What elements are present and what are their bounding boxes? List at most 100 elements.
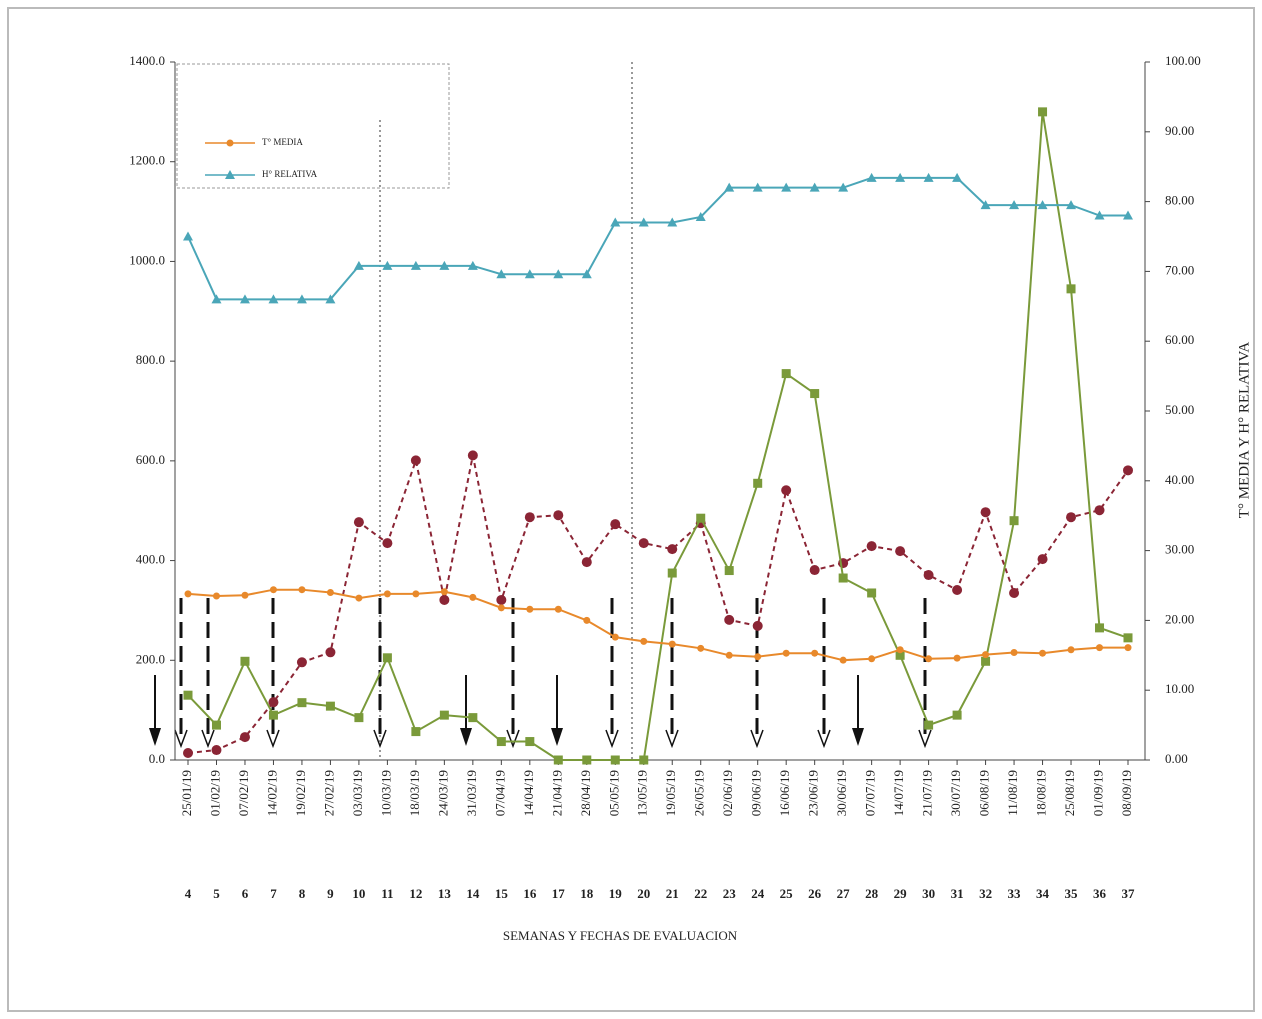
point xyxy=(781,369,791,379)
week-label: 37 xyxy=(1122,886,1136,901)
point xyxy=(782,649,790,657)
week-label: 7 xyxy=(270,886,277,901)
week-label: 22 xyxy=(694,886,707,901)
week-label: 16 xyxy=(523,886,537,901)
x-tick-label: 07/04/19 xyxy=(492,770,507,816)
point xyxy=(1009,587,1020,598)
week-label: 29 xyxy=(894,886,908,901)
point xyxy=(952,584,963,595)
x-tick-label: 28/04/19 xyxy=(578,770,593,816)
week-label: 10 xyxy=(352,886,365,901)
point xyxy=(1037,200,1048,210)
point xyxy=(1123,465,1133,476)
y2-tick-label: 60.00 xyxy=(1165,332,1194,347)
point xyxy=(1123,633,1133,643)
x-tick-label: 30/07/19 xyxy=(948,770,963,816)
arrows xyxy=(149,598,932,749)
point xyxy=(410,455,421,466)
point xyxy=(1038,107,1048,117)
point xyxy=(866,541,877,552)
point xyxy=(183,690,193,700)
point xyxy=(411,727,421,737)
point xyxy=(866,172,877,182)
x-tick-label: 07/02/19 xyxy=(236,770,251,816)
y2-tick-label: 90.00 xyxy=(1165,123,1194,138)
y2-tick-label: 0.00 xyxy=(1165,751,1188,766)
point xyxy=(867,588,877,598)
week-label: 28 xyxy=(865,886,879,901)
arrow-head xyxy=(817,729,831,749)
point xyxy=(212,592,220,600)
point xyxy=(582,755,592,765)
point xyxy=(1009,200,1020,210)
point xyxy=(610,755,620,765)
point xyxy=(724,614,735,625)
x-tick-label: 02/06/19 xyxy=(720,770,735,816)
point xyxy=(240,656,250,666)
point xyxy=(753,478,763,488)
point xyxy=(298,586,306,594)
x-tick-label: 13/05/19 xyxy=(635,770,650,816)
week-label: 8 xyxy=(299,886,306,901)
x-axis-label: SEMANAS Y FECHAS DE EVALUACION xyxy=(503,928,738,943)
point xyxy=(467,450,478,461)
point xyxy=(581,269,592,279)
x-tick-label: 26/05/19 xyxy=(692,770,707,816)
point xyxy=(638,217,649,227)
x-tick-label: 25/01/19 xyxy=(179,770,194,816)
point xyxy=(953,654,961,662)
week-label: 30 xyxy=(922,886,935,901)
point xyxy=(868,655,876,663)
point xyxy=(468,713,478,723)
point xyxy=(412,590,420,598)
week-label: 5 xyxy=(213,886,220,901)
x-tick-label: 06/08/19 xyxy=(977,770,992,816)
arrow-head xyxy=(506,729,520,749)
series-line xyxy=(187,455,1129,755)
week-label: 21 xyxy=(666,886,679,901)
point xyxy=(239,732,250,743)
x-tick-label: 24/03/19 xyxy=(435,770,450,816)
point xyxy=(809,565,820,576)
arrow-head xyxy=(551,728,563,746)
point xyxy=(725,651,733,659)
point xyxy=(1124,644,1132,652)
arrow-head xyxy=(201,729,215,749)
week-label: 36 xyxy=(1093,886,1107,901)
point xyxy=(610,519,621,530)
point xyxy=(268,697,279,708)
y2-tick-label: 40.00 xyxy=(1165,472,1194,487)
x-tick-label: 05/05/19 xyxy=(606,770,621,816)
point xyxy=(809,182,820,192)
point xyxy=(439,710,449,720)
point xyxy=(923,570,934,581)
point xyxy=(184,590,192,598)
week-label: 12 xyxy=(409,886,422,901)
point xyxy=(810,389,820,399)
point xyxy=(724,566,734,576)
y-tick-label: 1400.0 xyxy=(129,53,165,68)
week-label: 33 xyxy=(1008,886,1022,901)
point xyxy=(640,637,648,645)
week-label: 35 xyxy=(1065,886,1079,901)
week-label: 32 xyxy=(979,886,992,901)
week-label: 34 xyxy=(1036,886,1050,901)
point xyxy=(639,755,649,765)
point xyxy=(325,647,336,658)
point xyxy=(440,588,448,596)
arrow-head xyxy=(373,729,387,749)
legend-label: T° MEDIA xyxy=(262,137,303,147)
point xyxy=(524,512,535,523)
arrow-head xyxy=(266,729,280,749)
y-tick-label: 400.0 xyxy=(136,552,165,567)
arrow-head xyxy=(665,729,679,749)
point xyxy=(553,269,564,279)
point xyxy=(497,604,505,612)
week-label: 13 xyxy=(438,886,452,901)
point xyxy=(952,172,963,182)
point xyxy=(838,182,849,192)
y-tick-label: 200.0 xyxy=(136,651,165,666)
point xyxy=(554,605,562,613)
point xyxy=(838,573,848,583)
